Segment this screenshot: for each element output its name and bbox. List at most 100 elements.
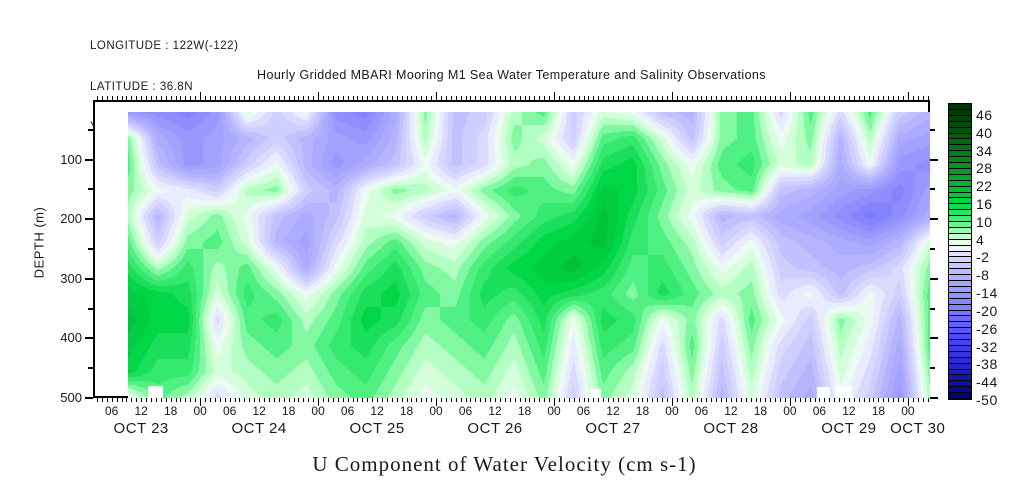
x-minor-tick	[878, 398, 880, 402]
x-minor-tick	[367, 398, 369, 402]
x-minor-tick	[848, 96, 850, 100]
x-major-tick	[907, 398, 909, 406]
x-minor-tick	[303, 398, 305, 402]
x-minor-tick	[902, 398, 904, 402]
x-minor-tick	[834, 96, 836, 100]
x-minor-tick	[195, 398, 197, 402]
x-minor-tick	[863, 398, 865, 402]
x-minor-tick	[804, 398, 806, 402]
x-minor-tick	[843, 398, 845, 402]
colorbar-tick-label: 10	[976, 213, 993, 230]
x-minor-tick	[342, 96, 344, 100]
x-minor-tick	[647, 398, 649, 402]
x-minor-tick	[632, 398, 634, 402]
x-minor-tick	[426, 398, 428, 402]
x-minor-tick	[431, 96, 433, 100]
x-minor-tick	[278, 398, 280, 402]
x-minor-tick	[539, 96, 541, 100]
x-minor-tick	[136, 398, 138, 402]
x-minor-tick	[883, 398, 885, 402]
x-minor-tick	[858, 96, 860, 100]
x-minor-tick	[652, 96, 654, 100]
x-minor-tick	[485, 96, 487, 100]
x-minor-tick	[676, 96, 678, 100]
x-minor-tick	[922, 96, 924, 100]
x-minor-tick	[146, 96, 148, 100]
x-minor-tick	[824, 96, 826, 100]
x-minor-tick	[686, 96, 688, 100]
x-minor-tick	[794, 96, 796, 100]
x-minor-tick	[676, 398, 678, 402]
y-minor-tick	[88, 248, 93, 250]
x-minor-tick	[396, 96, 398, 100]
x-hour-tick-label: 18	[281, 404, 296, 418]
x-minor-tick	[205, 398, 207, 402]
colorbar-tick-label: -50	[976, 392, 998, 408]
x-minor-tick	[706, 398, 708, 402]
y-minor-tick	[930, 248, 935, 250]
colorbar-tick-label: -26	[976, 320, 998, 337]
x-date-label: OCT 24	[231, 420, 287, 437]
x-minor-tick	[377, 96, 379, 100]
x-minor-tick	[721, 398, 723, 402]
x-minor-tick	[583, 96, 585, 100]
colorbar-cell	[949, 252, 971, 257]
x-minor-tick	[386, 398, 388, 402]
x-major-tick	[318, 92, 320, 100]
x-minor-tick	[745, 96, 747, 100]
colorbar-cell	[949, 340, 971, 346]
x-minor-tick	[416, 398, 418, 402]
x-minor-tick	[617, 96, 619, 100]
x-minor-tick	[770, 398, 772, 402]
y-minor-tick	[930, 128, 935, 131]
x-minor-tick	[829, 96, 831, 100]
x-minor-tick	[175, 96, 177, 100]
x-minor-tick	[249, 398, 251, 402]
x-minor-tick	[612, 96, 614, 100]
x-minor-tick	[893, 398, 895, 402]
x-minor-tick	[730, 96, 732, 100]
x-major-tick	[789, 92, 791, 100]
x-minor-tick	[391, 398, 393, 402]
x-minor-tick	[529, 96, 531, 100]
x-minor-tick	[244, 398, 246, 402]
x-minor-tick	[637, 96, 639, 100]
x-minor-tick	[101, 398, 103, 402]
x-minor-tick	[529, 398, 531, 402]
x-minor-tick	[863, 96, 865, 100]
x-minor-tick	[160, 96, 162, 100]
x-major-tick	[789, 398, 791, 406]
colorbar-tick-label: -20	[976, 302, 998, 319]
x-minor-tick	[298, 96, 300, 100]
x-minor-tick	[691, 398, 693, 402]
x-minor-tick	[735, 398, 737, 402]
x-minor-tick	[288, 398, 290, 402]
x-minor-tick	[342, 398, 344, 402]
x-hour-tick-label: 12	[370, 404, 384, 418]
x-date-label: OCT 26	[467, 420, 523, 437]
x-minor-tick	[868, 398, 870, 402]
x-minor-tick	[696, 398, 698, 402]
x-minor-tick	[612, 398, 614, 402]
x-minor-tick	[229, 96, 231, 100]
colorbar-tick-label: 34	[976, 142, 993, 159]
x-minor-tick	[475, 96, 477, 100]
colorbar-cell	[949, 263, 971, 269]
x-hour-tick-label: 00	[783, 404, 797, 418]
x-minor-tick	[214, 96, 216, 100]
x-minor-tick	[357, 398, 359, 402]
colorbar-cell	[949, 334, 971, 340]
x-minor-tick	[372, 96, 374, 100]
x-minor-tick	[264, 398, 266, 402]
colorbar-cell	[949, 169, 971, 175]
longitude-label: LONGITUDE : 122W(-122)	[90, 40, 239, 52]
colorbar-cell	[949, 234, 971, 240]
colorbar-tick-label: 22	[976, 178, 993, 195]
x-minor-tick	[234, 96, 236, 100]
x-minor-tick	[160, 398, 162, 402]
x-minor-tick	[568, 398, 570, 402]
x-minor-tick	[313, 96, 315, 100]
x-minor-tick	[917, 398, 919, 402]
x-hour-tick-label: 00	[901, 404, 915, 418]
